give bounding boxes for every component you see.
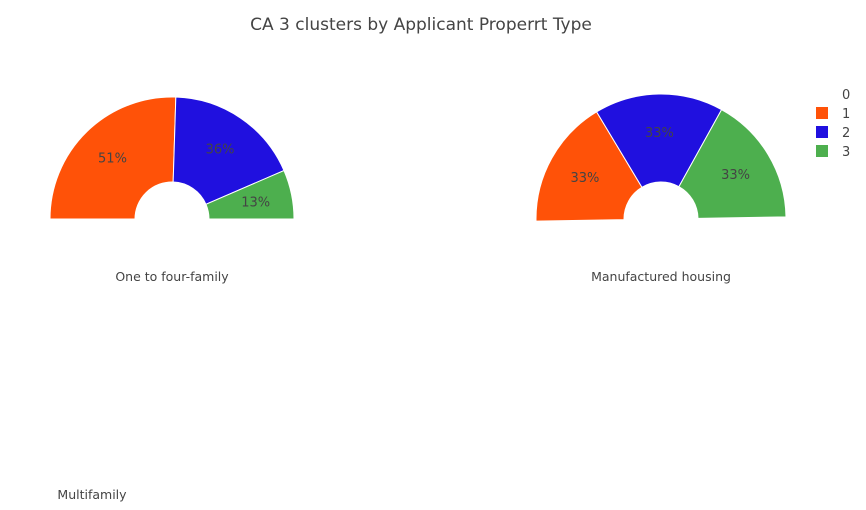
pie-slice-1[interactable]: [49, 96, 177, 220]
slice-label-2: 33%: [645, 126, 674, 141]
legend-label-0[interactable]: 0: [842, 88, 850, 103]
slice-label-2: 36%: [206, 142, 235, 157]
pie-slice-1[interactable]: [535, 111, 643, 222]
subtitle-multifamily: Multifamily: [57, 487, 127, 502]
subtitle-one-to-four-family: One to four-family: [115, 269, 229, 284]
slice-label-3: 13%: [241, 196, 270, 211]
legend-label-3[interactable]: 3: [842, 145, 850, 160]
pie-slice-3[interactable]: [678, 108, 787, 219]
legend-swatch-1[interactable]: [816, 107, 828, 119]
pie-slice-2[interactable]: [172, 96, 285, 205]
legend-swatch-3[interactable]: [816, 145, 828, 157]
legend-swatch-2[interactable]: [816, 126, 828, 138]
slice-label-1: 33%: [570, 171, 599, 186]
slice-label-1: 51%: [98, 152, 127, 167]
legend-label-1[interactable]: 1: [842, 107, 850, 122]
legend-label-2[interactable]: 2: [842, 126, 850, 141]
subtitle-manufactured-housing: Manufactured housing: [591, 269, 731, 284]
slice-label-3: 33%: [721, 168, 750, 183]
pie-manufactured-housing: 33% 33% 33%: [535, 93, 787, 222]
pie-slice-3[interactable]: [205, 169, 295, 220]
pie-one-to-four-family: 51% 36% 13%: [49, 96, 295, 220]
legend: 0 1 2 3: [816, 88, 850, 160]
chart-title: CA 3 clusters by Applicant Properrt Type: [250, 15, 592, 35]
pie-slice-2[interactable]: [595, 93, 723, 188]
